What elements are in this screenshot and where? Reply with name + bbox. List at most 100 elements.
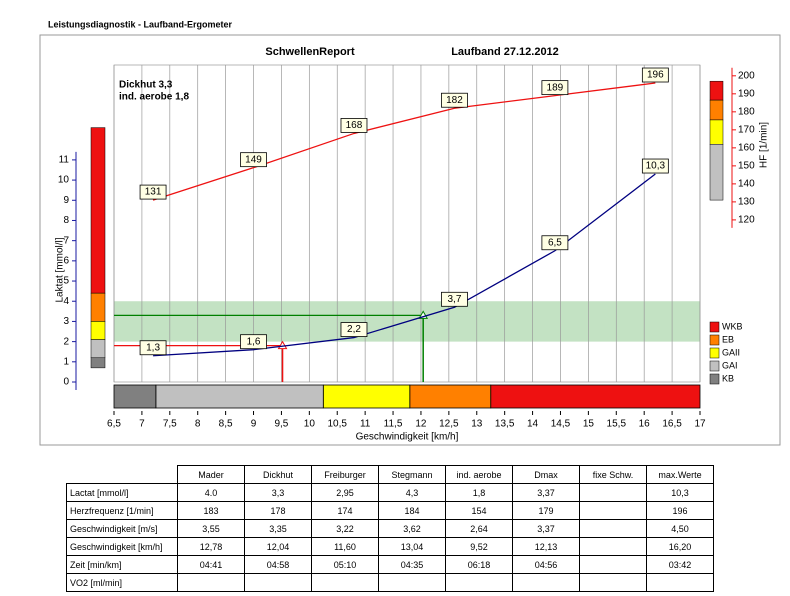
table-row: VO2 [ml/min]	[66, 573, 714, 592]
table-cell: 06:18	[445, 555, 513, 574]
table-cell: 03:42	[646, 555, 714, 574]
y2-tick-label: 150	[738, 161, 755, 172]
table-cell	[311, 573, 379, 592]
table-cell: 2,95	[311, 483, 379, 502]
table-cell: 3,37	[512, 483, 580, 502]
x-tick-label: 8	[195, 419, 201, 430]
value-label: 189	[547, 82, 564, 93]
legend-swatch	[709, 373, 720, 385]
legend-swatch	[709, 347, 720, 359]
value-box	[139, 184, 167, 200]
x-tick-label: 12	[415, 419, 427, 430]
legend-label: GAII	[722, 347, 740, 357]
table-cell: Geschwindigkeit [m/s]	[66, 519, 178, 538]
series-line	[153, 173, 656, 357]
table-header-row: Mader Dickhut Freiburger Stegmann ind. aerob…	[66, 465, 714, 484]
table-cell: 04:56	[512, 555, 580, 574]
table-cell: 12,04	[244, 537, 312, 556]
table-cell: 12,13	[512, 537, 580, 556]
value-label: 149	[245, 154, 262, 165]
table-row: Geschwindigkeit [km/h] 12,78 12,04 11,60 13,…	[66, 537, 714, 556]
x-tick-label: 7,5	[163, 419, 177, 430]
table-cell: 4,3	[378, 483, 446, 502]
lactate-zone	[90, 292, 106, 322]
table-cell: 1,8	[445, 483, 513, 502]
table-cell	[579, 537, 647, 556]
x-tick-label: 10	[304, 419, 316, 430]
x-tick-label: 9,5	[274, 419, 288, 430]
lactate-zone	[90, 357, 106, 369]
table-cell: 3,62	[378, 519, 446, 538]
table-cell: Geschwindigkeit [km/h]	[66, 537, 178, 556]
lactate-zone	[90, 339, 106, 359]
table-row: Geschwindigkeit [m/s] 3,55 3,35 3,22 3,62 2,6…	[66, 519, 714, 538]
table-row: Herzfrequenz [1/min] 183 178 174 184 154 179 19…	[66, 501, 714, 520]
y-tick-label: 3	[63, 316, 69, 327]
value-box	[240, 152, 267, 168]
x-axis-label: Geschwindigkeit [km/h]	[356, 432, 459, 443]
value-label: 131	[145, 187, 162, 198]
legend-label: EB	[722, 334, 734, 344]
table-cell: max.Werte	[646, 465, 714, 484]
table-cell: Dmax	[512, 465, 580, 484]
legend-label: WKB	[722, 321, 743, 331]
speed-zone	[113, 384, 157, 409]
table-cell: 11,60	[311, 537, 379, 556]
speed-zone	[490, 384, 701, 409]
table-cell: 12,78	[177, 537, 245, 556]
y-tick-label: 6	[63, 255, 69, 266]
table-cell: 154	[445, 501, 513, 520]
table-cell	[579, 519, 647, 538]
table-cell: 196	[646, 501, 714, 520]
hr-zone	[709, 119, 724, 145]
table-cell: 178	[244, 501, 312, 520]
table-cell: 179	[512, 501, 580, 520]
y2-axis-label: HF [1/min]	[759, 122, 770, 168]
value-label: 2,2	[347, 324, 361, 335]
table-cell: 9,52	[445, 537, 513, 556]
table-cell: Zeit [min/km]	[66, 555, 178, 574]
lactate-zone	[90, 321, 106, 340]
x-tick-label: 17	[694, 419, 706, 430]
table-cell: 05:10	[311, 555, 379, 574]
table-cell: VO2 [ml/min]	[66, 573, 178, 592]
table-cell: 3,37	[512, 519, 580, 538]
value-box	[441, 291, 468, 307]
x-tick-label: 16	[639, 419, 651, 430]
value-label: 182	[446, 95, 463, 106]
y-tick-label: 1	[63, 356, 69, 367]
y2-tick-label: 170	[738, 124, 755, 135]
y2-tick-label: 160	[738, 142, 755, 153]
value-label: 168	[346, 120, 363, 131]
hr-zone	[709, 80, 724, 101]
series-line	[152, 82, 656, 201]
table-cell	[579, 555, 647, 574]
table-cell	[579, 573, 647, 592]
legend-label: KB	[722, 373, 734, 383]
table-cell: Herzfrequenz [1/min]	[66, 501, 178, 520]
value-box	[541, 235, 569, 251]
speed-zone	[322, 384, 411, 409]
table-cell	[445, 573, 513, 592]
table-cell: 183	[177, 501, 245, 520]
x-tick-label: 12,5	[439, 419, 459, 430]
table-cell	[177, 573, 245, 592]
table-cell: 174	[311, 501, 379, 520]
x-tick-label: 7	[139, 419, 145, 430]
value-label: 3,7	[447, 294, 461, 305]
table-row: Lactat [mmol/l] 4.0 3,3 2,95 4,3 1,8 3,37 10,3	[66, 483, 714, 502]
table-cell: 04:41	[177, 555, 245, 574]
page-title: Leistungsdiagnostik - Laufband-Ergometer	[48, 19, 233, 29]
value-box	[240, 334, 267, 350]
table-cell: 04:58	[244, 555, 312, 574]
y-tick-label: 4	[63, 296, 69, 307]
y-tick-label: 2	[63, 336, 69, 347]
y-tick-label: 11	[59, 155, 70, 166]
table-cell	[66, 465, 178, 484]
table-cell: 4,50	[646, 519, 714, 538]
legend-swatch	[709, 334, 720, 346]
value-label: 1,3	[146, 342, 160, 353]
table-cell: 2,64	[445, 519, 513, 538]
value-box	[441, 92, 468, 108]
x-tick-label: 11	[360, 419, 371, 430]
